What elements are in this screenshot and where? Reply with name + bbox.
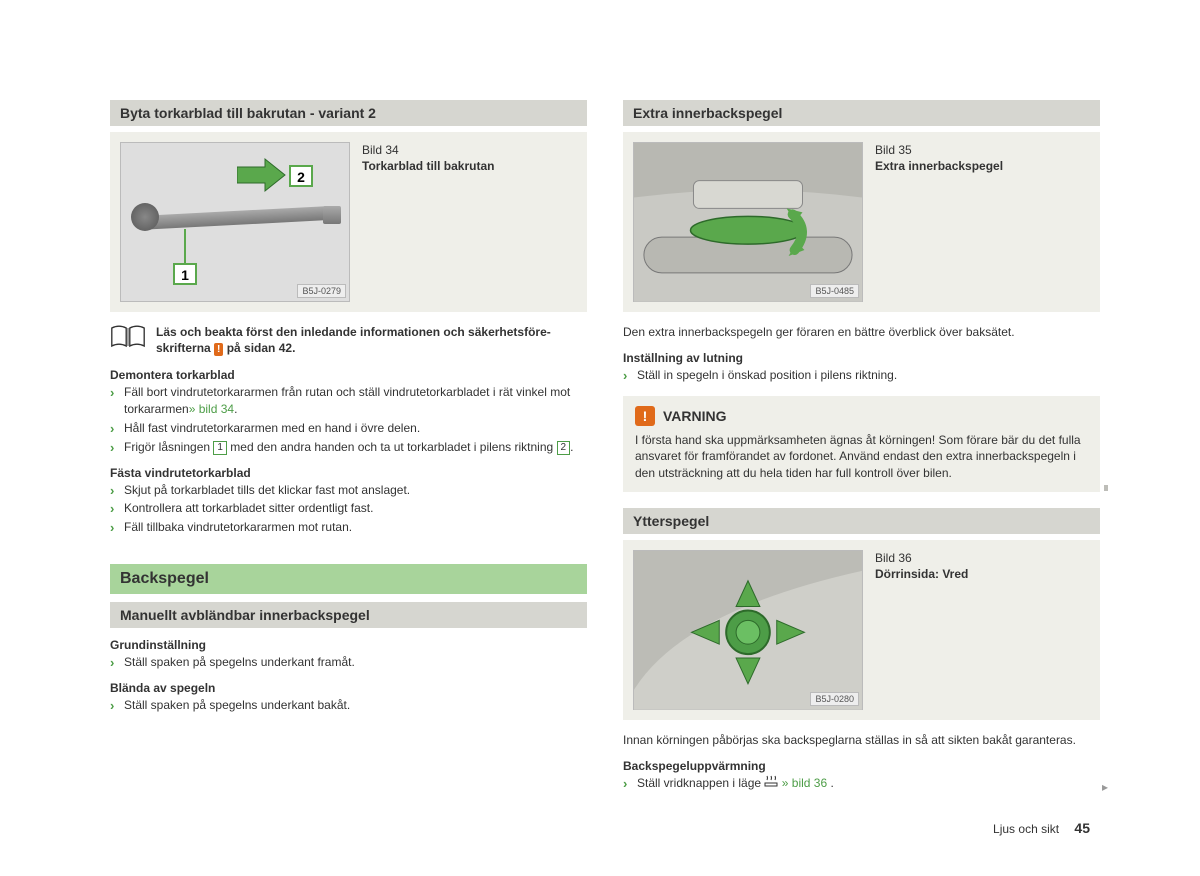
image-code: B5J-0280 (810, 692, 859, 706)
list-item: Skjut på torkarbladet tills det klickar … (110, 482, 587, 499)
section-title-manual-mirror: Manuellt avbländbar innerbackspegel (110, 602, 587, 628)
knob-illustration (634, 551, 862, 710)
warning-badge-icon: ! (214, 343, 223, 356)
ref-2: 2 (557, 441, 571, 455)
list-item: Ställ in spegeln i önskad position i pil… (623, 367, 1100, 384)
figure-34-image: 1 2 B5J-0279 (120, 142, 350, 302)
figure-panel-36: B5J-0280 Bild 36 Dörrinsida: Vred (623, 540, 1100, 720)
list-item: Ställ vridknappen i läge » bild 36 . (623, 775, 1100, 792)
subhead-dim: Blända av spegeln (110, 681, 587, 695)
figure-36-image: B5J-0280 (633, 550, 863, 710)
section-title-outer-mirror: Ytterspegel (623, 508, 1100, 534)
figure-35-caption: Bild 35 Extra innerbackspegel (875, 142, 1003, 302)
extra-mirror-desc: Den extra innerbackspegeln ger föraren e… (623, 324, 1100, 341)
attach-steps: Skjut på torkarbladet tills det klickar … (110, 482, 587, 536)
remove-steps: Fäll bort vindrutetorkararmen från rutan… (110, 384, 587, 455)
list-item: Fäll bort vindrutetorkararmen från rutan… (110, 384, 587, 418)
subhead-attach: Fästa vindrutetorkarblad (110, 466, 587, 480)
subhead-basic: Grundinställning (110, 638, 587, 652)
page-footer: Ljus och sikt 45 (993, 820, 1090, 836)
heating-icon (764, 775, 778, 792)
page-columns: Byta torkarblad till bakrutan - variant … (110, 100, 1100, 794)
continuation-arrow-icon: ▸ (1102, 780, 1108, 794)
callout-1: 1 (173, 263, 197, 285)
section-title-wiper: Byta torkarblad till bakrutan - variant … (110, 100, 587, 126)
callout-2: 2 (289, 165, 313, 187)
warning-title: VARNING (663, 408, 727, 424)
figure-34-caption: Bild 34 Torkarblad till bakrutan (362, 142, 494, 302)
right-column: Extra innerbackspegel B5J-0485 Bild 35 E… (623, 100, 1100, 794)
outer-mirror-desc: Innan körningen påbörjas ska backspeglar… (623, 732, 1100, 749)
safety-note: Läs och beakta först den inledande infor… (110, 324, 587, 356)
subhead-heating: Backspegeluppvärmning (623, 759, 1100, 773)
list-item: Kontrollera att torkarbladet sitter orde… (110, 500, 587, 517)
link-bild34[interactable]: » bild 34 (189, 402, 234, 416)
warning-body: I första hand ska uppmärksamheten ägnas … (635, 432, 1088, 482)
page-number: 45 (1074, 820, 1090, 836)
image-code: B5J-0279 (297, 284, 346, 298)
subhead-remove: Demontera torkarblad (110, 368, 587, 382)
list-item: Frigör låsningen 1 med den andra handen … (110, 439, 587, 456)
figure-36-caption: Bild 36 Dörrinsida: Vred (875, 550, 968, 710)
figure-panel-35: B5J-0485 Bild 35 Extra innerbackspegel (623, 132, 1100, 312)
list-item: Ställ spaken på spegelns underkant bakåt… (110, 697, 587, 714)
figure-panel-34: 1 2 B5J-0279 Bild 34 Torkarblad till bak… (110, 132, 587, 312)
margin-mark (1104, 485, 1108, 491)
warning-panel: ! VARNING I första hand ska uppmärksamhe… (623, 396, 1100, 492)
figure-35-image: B5J-0485 (633, 142, 863, 302)
list-item: Fäll tillbaka vindrutetorkararmen mot ru… (110, 519, 587, 536)
left-column: Byta torkarblad till bakrutan - variant … (110, 100, 587, 794)
image-code: B5J-0485 (810, 284, 859, 298)
subhead-tilt: Inställning av lutning (623, 351, 1100, 365)
list-item: Ställ spaken på spegelns underkant framå… (110, 654, 587, 671)
section-title-backspegel: Backspegel (110, 564, 587, 594)
ref-1: 1 (213, 441, 227, 455)
list-item: Håll fast vindrutetorkararmen med en han… (110, 420, 587, 437)
green-arrow-icon (237, 157, 287, 193)
book-icon (110, 324, 146, 353)
warning-icon: ! (635, 406, 655, 426)
link-bild36[interactable]: » bild 36 (782, 776, 831, 790)
section-title-extra-mirror: Extra innerbackspegel (623, 100, 1100, 126)
footer-section: Ljus och sikt (993, 822, 1059, 836)
mirror-illustration (634, 143, 862, 302)
